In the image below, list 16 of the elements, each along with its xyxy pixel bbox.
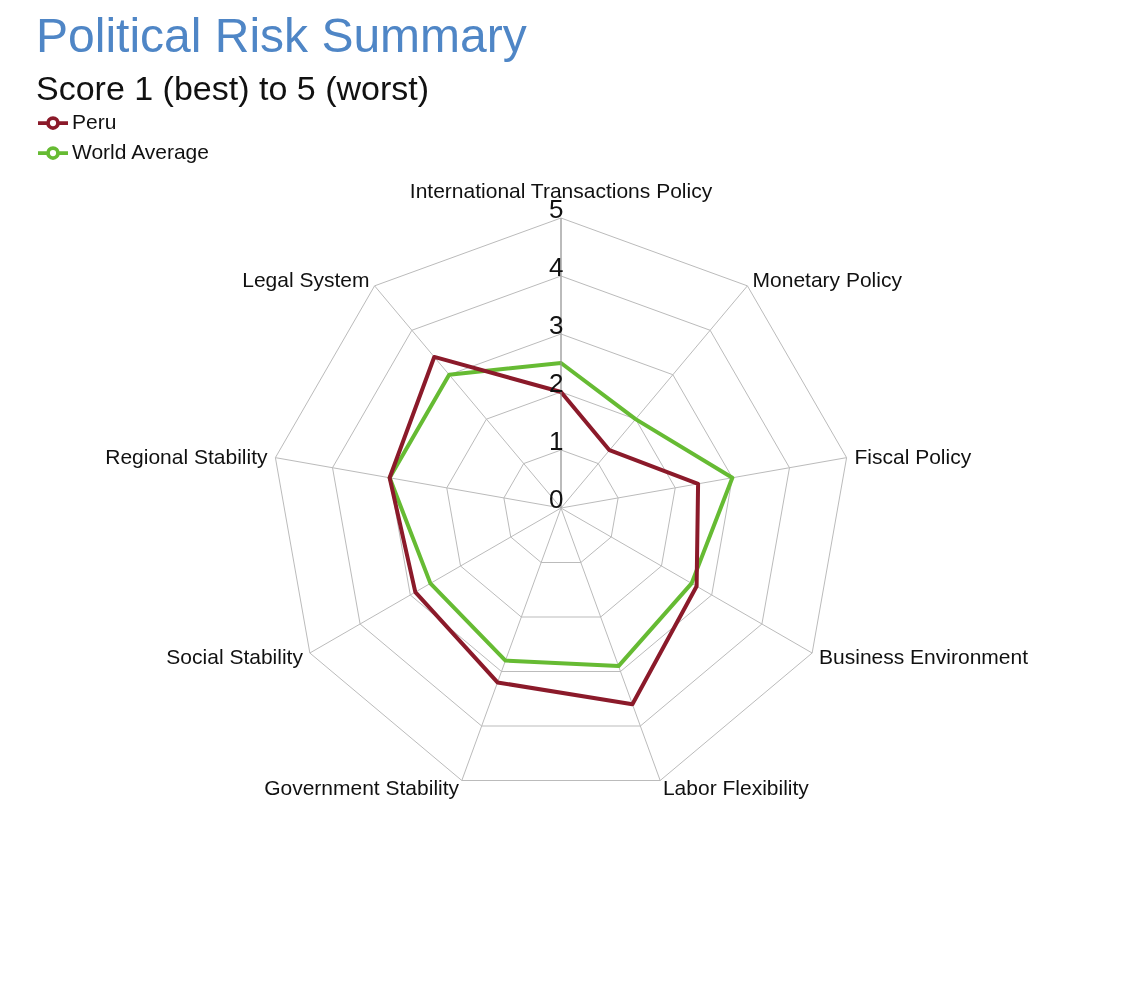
legend-label: World Average <box>72 139 209 163</box>
spoke-label: Business Environment <box>819 645 1029 669</box>
legend-label: Peru <box>72 109 117 133</box>
spoke-label: Social Stability <box>166 645 304 669</box>
y-tick-label: 1 <box>549 426 564 456</box>
chart-title: Political Risk Summary <box>36 8 528 63</box>
spoke-label: Government Stability <box>264 776 460 800</box>
y-tick-label: 0 <box>549 484 564 514</box>
y-tick-label: 3 <box>549 310 564 340</box>
y-tick-label: 4 <box>549 252 564 282</box>
spoke-label: Legal System <box>242 268 370 292</box>
spoke-label: Labor Flexibility <box>662 776 810 800</box>
chart-subtitle: Score 1 (best) to 5 (worst) <box>36 69 430 108</box>
spoke-label: Regional Stability <box>105 444 269 468</box>
spoke-label: Monetary Policy <box>752 268 903 292</box>
spoke-label: Fiscal Policy <box>854 444 972 468</box>
